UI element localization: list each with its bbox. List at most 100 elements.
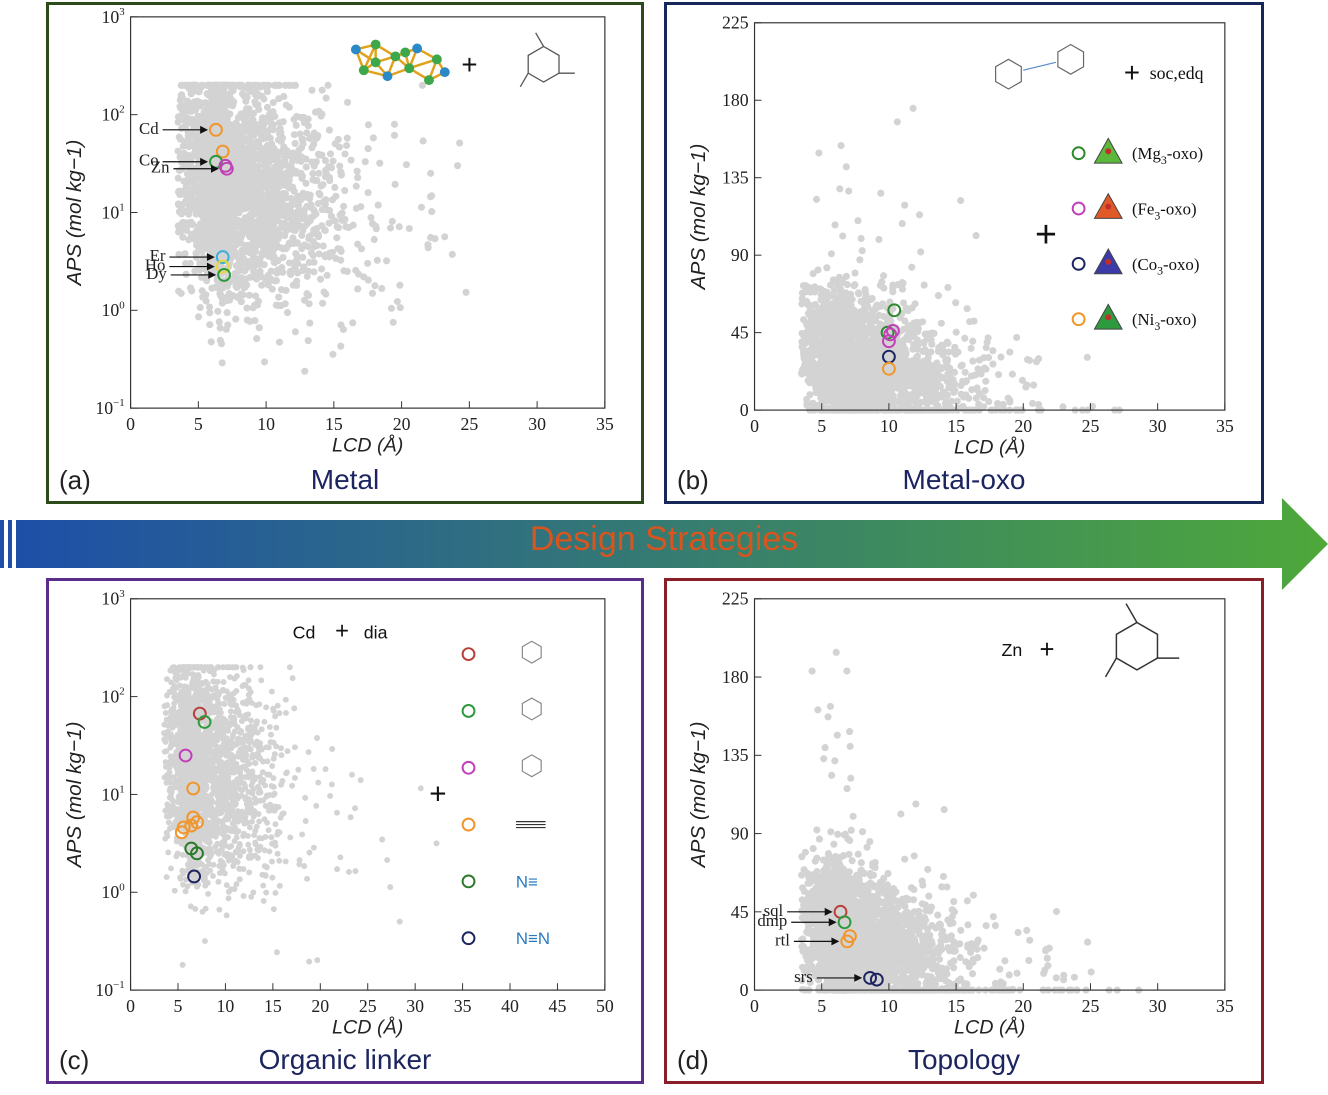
highlight-marker	[218, 158, 233, 173]
data-point	[179, 108, 187, 116]
data-point	[245, 122, 253, 130]
data-point	[272, 301, 280, 309]
data-point	[944, 283, 952, 292]
data-point	[816, 346, 824, 354]
data-point	[309, 170, 317, 178]
data-point	[915, 211, 924, 219]
data-point	[303, 202, 311, 211]
data-point	[237, 239, 245, 247]
data-point	[209, 246, 217, 254]
data-point	[293, 281, 301, 289]
data-point	[218, 359, 226, 367]
data-point	[914, 345, 922, 353]
data-point	[419, 137, 427, 145]
data-point	[374, 201, 382, 209]
data-point	[842, 272, 850, 280]
data-point	[256, 171, 264, 179]
data-point	[215, 95, 224, 103]
data-point	[301, 367, 309, 375]
data-point	[300, 263, 308, 271]
data-point	[799, 331, 807, 339]
data-point	[799, 299, 807, 307]
data-point	[1006, 348, 1014, 356]
atom	[370, 39, 381, 50]
data-point	[196, 182, 204, 190]
atom	[439, 67, 450, 78]
data-point	[263, 189, 272, 197]
data-point	[222, 325, 230, 333]
data-point	[462, 288, 470, 296]
atom	[404, 63, 415, 74]
data-point	[233, 128, 241, 136]
data-point	[229, 222, 237, 230]
data-point	[270, 258, 278, 266]
data-point	[800, 316, 808, 324]
data-point	[280, 180, 288, 188]
data-point	[368, 219, 377, 228]
data-point	[205, 115, 213, 123]
data-point	[174, 113, 182, 121]
data-point	[321, 226, 329, 235]
panel-a: 0 5 10 15 20 25 30 35 10−1 100 101 102 103 LCD (Å) APS…	[46, 2, 644, 504]
data-point	[428, 192, 436, 200]
data-point	[205, 303, 214, 311]
data-point	[251, 301, 259, 309]
y-tick-label: 10−1	[95, 397, 124, 418]
data-point	[310, 129, 318, 137]
data-point	[246, 142, 254, 151]
data-point	[263, 103, 271, 111]
data-point	[250, 263, 258, 271]
data-point	[289, 217, 297, 225]
data-point	[237, 83, 245, 91]
data-point	[193, 228, 201, 236]
data-point	[219, 81, 227, 89]
data-point	[428, 208, 436, 216]
data-point	[354, 240, 362, 248]
data-point	[811, 301, 820, 309]
data-point	[223, 309, 231, 317]
data-point	[371, 282, 379, 290]
data-point	[341, 150, 349, 158]
data-point	[176, 103, 184, 111]
data-point	[364, 145, 372, 153]
data-point	[175, 133, 183, 141]
arrow-head	[210, 164, 219, 173]
highlight-label: Ho	[145, 256, 166, 275]
data-point	[340, 216, 348, 225]
data-point	[387, 304, 395, 312]
data-point	[967, 344, 975, 352]
data-point	[222, 199, 230, 207]
highlight-label: Zn	[151, 158, 170, 177]
data-point	[376, 159, 384, 167]
data-point	[370, 235, 378, 244]
data-point	[183, 219, 191, 227]
data-point	[868, 294, 876, 303]
data-point	[880, 272, 888, 280]
data-point	[186, 142, 194, 150]
data-point	[246, 190, 254, 198]
data-point	[1026, 356, 1034, 364]
data-point	[364, 189, 372, 197]
data-point	[391, 180, 399, 188]
data-point	[228, 251, 236, 259]
data-point	[182, 183, 190, 191]
data-point	[256, 267, 264, 275]
data-point	[851, 281, 859, 289]
data-point	[842, 163, 850, 171]
data-point	[223, 212, 231, 221]
data-point	[216, 88, 224, 96]
data-point	[331, 140, 339, 148]
data-point	[390, 120, 399, 128]
data-point	[262, 237, 270, 245]
data-point	[285, 103, 293, 111]
data-point	[329, 350, 337, 358]
data-point	[804, 377, 812, 385]
data-point	[255, 204, 263, 212]
data-point	[951, 348, 959, 356]
data-point	[875, 235, 883, 244]
data-point	[261, 358, 269, 366]
data-point	[936, 347, 944, 355]
data-point	[952, 299, 960, 307]
data-point	[950, 368, 959, 376]
arrow-head	[200, 157, 209, 166]
